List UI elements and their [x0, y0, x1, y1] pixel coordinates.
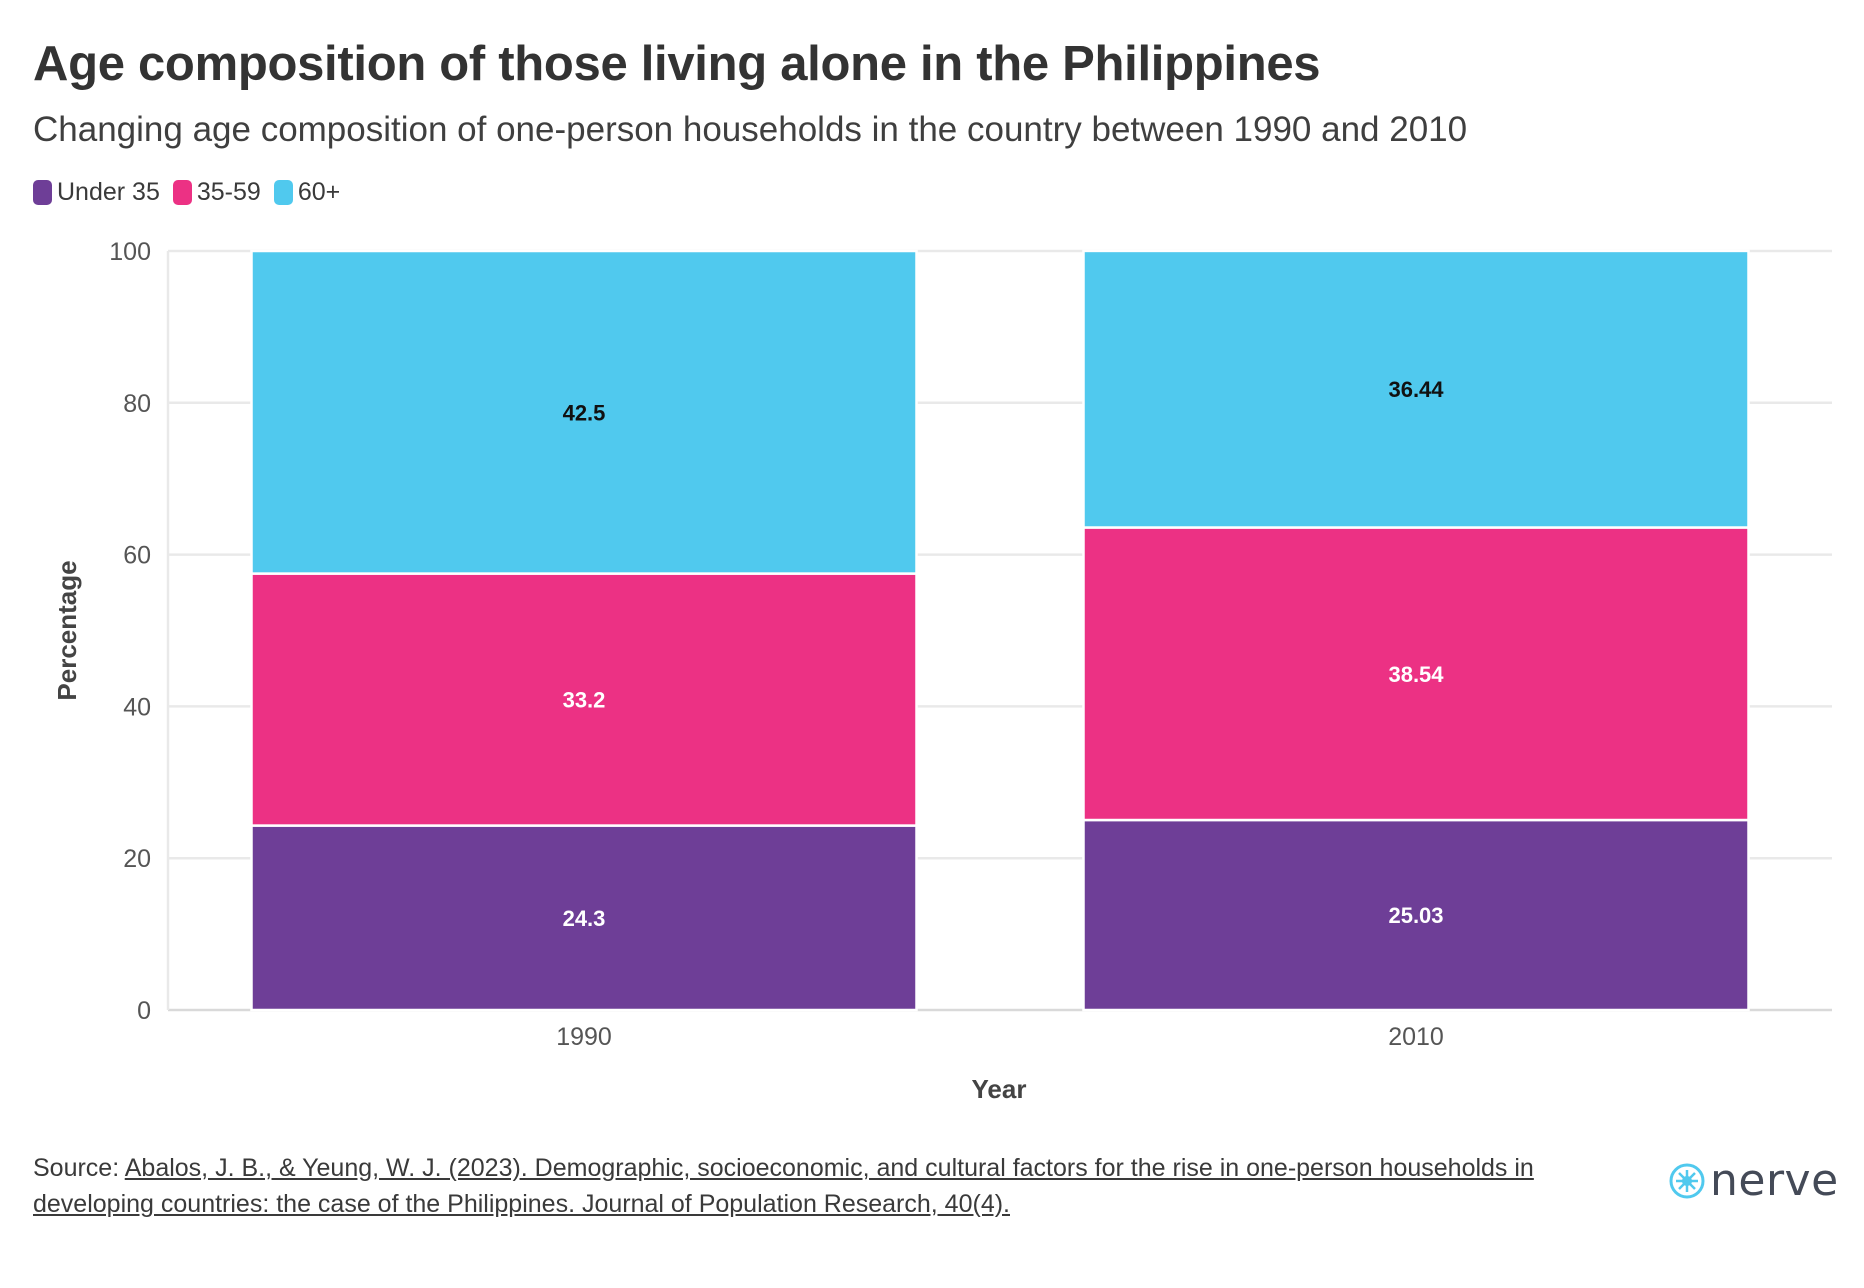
data-label-1990-under-35: 24.3 [563, 906, 606, 931]
y-tick-label-0: 0 [137, 997, 151, 1025]
legend: Under 35 35-59 60+ [33, 178, 353, 207]
y-axis-title: Percentage [52, 560, 82, 700]
legend-label-35-59: 35-59 [196, 178, 261, 206]
chart-subtitle: Changing age composition of one-person h… [33, 110, 1468, 149]
nerve-logo-icon [1669, 1163, 1705, 1198]
y-tick-label-80: 80 [123, 390, 151, 418]
x-axis-title: Year [972, 1074, 1027, 1104]
bar-2010-60-plus [1082, 249, 1750, 529]
source-line-2: developing countries: the case of the Ph… [33, 1190, 1010, 1218]
bar-2010-35-59 [1082, 526, 1750, 822]
data-label-1990-35-59: 33.2 [563, 688, 606, 713]
x-tick-label-1990: 1990 [556, 1023, 612, 1051]
source-footer: Source: Abalos, J. B., & Yeung, W. J. (2… [33, 1150, 1663, 1222]
y-tick-label-20: 20 [123, 845, 151, 873]
legend-swatch-under-35 [33, 180, 52, 205]
bar-1990-35-59 [250, 572, 918, 827]
legend-label-60-plus: 60+ [297, 178, 341, 206]
legend-swatch-35-59 [172, 180, 192, 205]
source-prefix: Source: [33, 1154, 125, 1182]
y-tick-label-100: 100 [109, 238, 151, 266]
bar-2010-under-35 [1082, 818, 1750, 1012]
data-label-1990-60-plus: 42.5 [563, 400, 606, 425]
source-line-1: Abalos, J. B., & Yeung, W. J. (2023). De… [124, 1154, 1534, 1182]
legend-item-35-59[interactable]: 35-59 [172, 178, 261, 207]
data-label-2010-60-plus: 36.44 [1388, 377, 1444, 402]
data-label-2010-under-35: 25.03 [1388, 903, 1443, 928]
brand-logo: nerve [1668, 1155, 1839, 1206]
legend-item-60-plus[interactable]: 60+ [273, 178, 341, 207]
data-label-2010-35-59: 38.54 [1388, 662, 1444, 687]
chart-title: Age composition of those living alone in… [33, 37, 1321, 91]
source-link[interactable]: Abalos, J. B., & Yeung, W. J. (2023). De… [33, 1154, 1534, 1218]
legend-label-under-35: Under 35 [57, 178, 160, 206]
legend-item-under-35[interactable]: Under 35 [33, 178, 160, 207]
y-tick-label-40: 40 [123, 693, 151, 721]
y-tick-label-60: 60 [123, 542, 151, 570]
bar-1990-60-plus [250, 249, 918, 575]
stacked-bar-chart: 0 20 40 60 80 100 Year Percentage 24.3 33.2 42.5 19… [52, 238, 1832, 1104]
legend-swatch-60-plus [273, 180, 293, 205]
x-tick-label-2010: 2010 [1388, 1023, 1444, 1051]
bar-1990-under-35 [250, 824, 918, 1012]
brand-name: nerve [1710, 1155, 1839, 1206]
